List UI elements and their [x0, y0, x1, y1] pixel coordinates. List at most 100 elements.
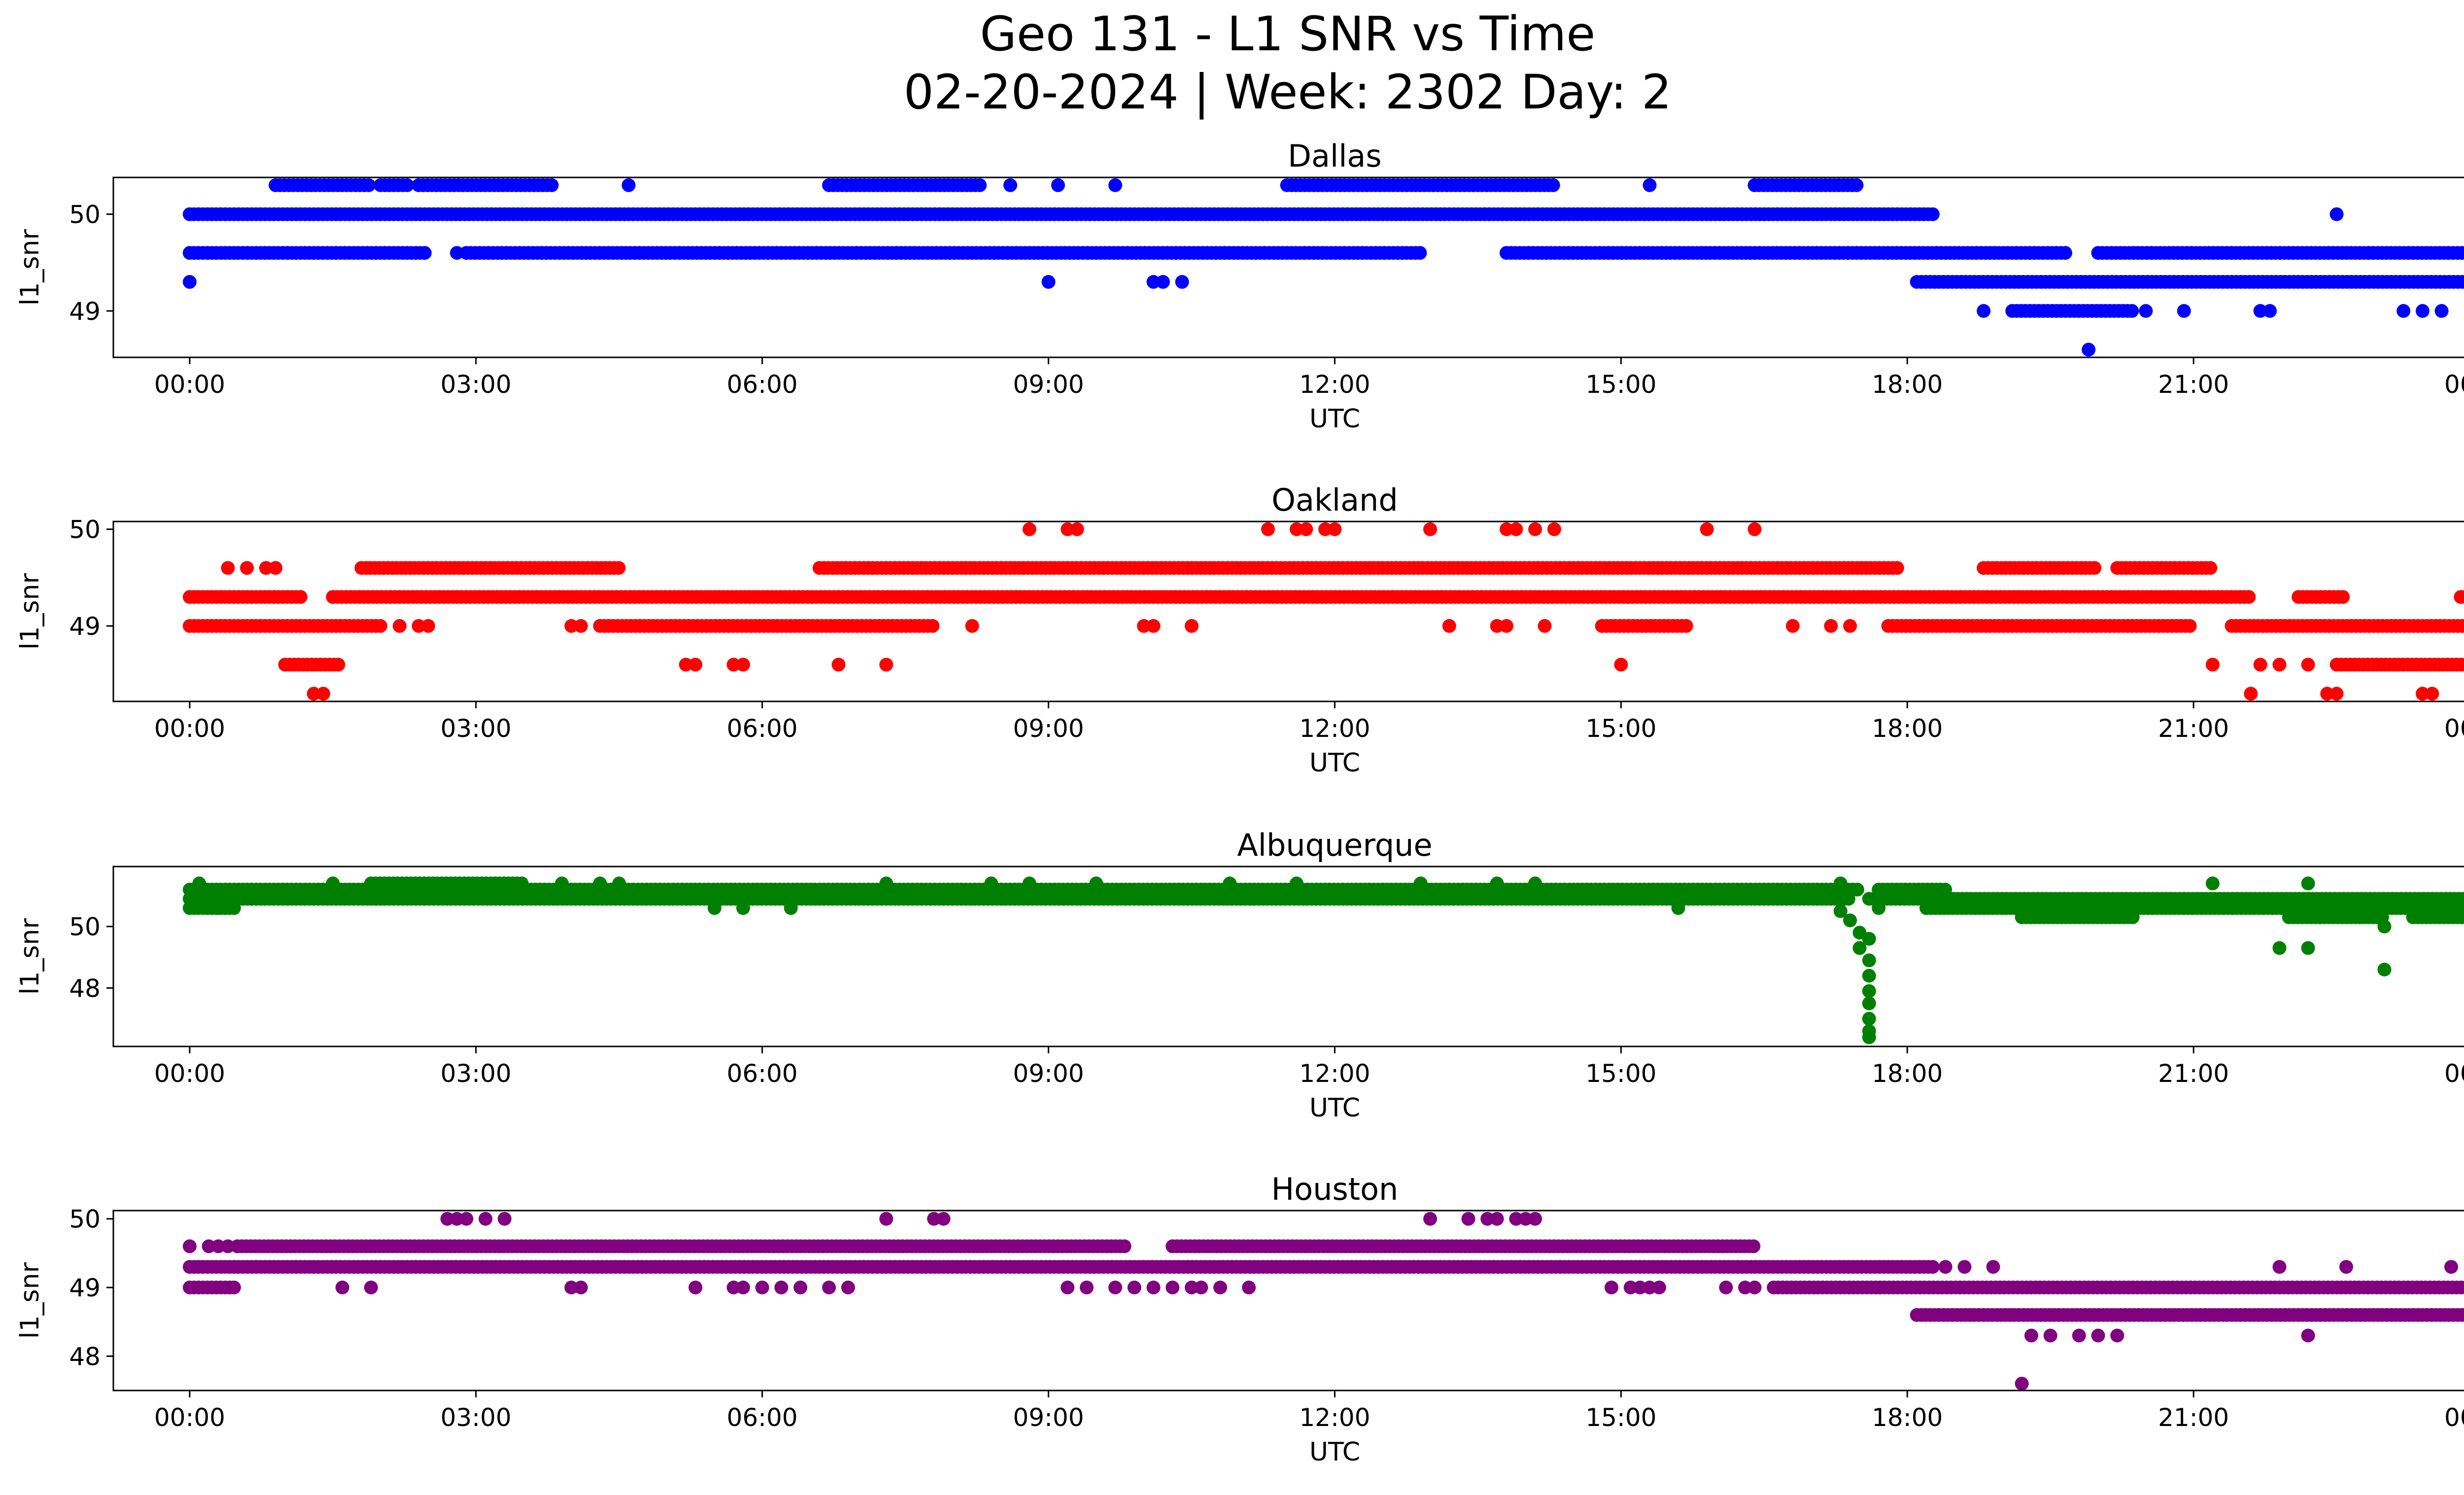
data-point [2301, 941, 2315, 955]
scatter-points [182, 1212, 2464, 1391]
data-point [936, 1212, 951, 1226]
x-tick-label: 12:00 [1299, 1403, 1370, 1432]
data-point [688, 658, 703, 672]
data-point [545, 178, 559, 192]
data-point [1862, 969, 1876, 983]
data-point [364, 1281, 378, 1294]
data-point [2253, 304, 2267, 318]
data-point [1747, 522, 1762, 536]
data-point [1442, 619, 1456, 633]
data-point [925, 619, 940, 633]
data-point [182, 275, 197, 289]
data-point [1538, 619, 1552, 633]
data-point [1841, 892, 1855, 906]
data-point [1194, 1281, 1208, 1294]
data-point [2460, 620, 2464, 632]
data-point [1518, 1212, 1533, 1226]
x-tick-label: 09:00 [1013, 1059, 1084, 1088]
data-point [1146, 275, 1161, 289]
data-point [221, 561, 235, 575]
figure-title-line2: 02-20-2024 | Week: 2302 Day: 2 [904, 65, 1672, 120]
data-point [707, 901, 721, 915]
data-point [784, 901, 798, 915]
data-point [1108, 178, 1123, 192]
data-point [1824, 619, 1838, 633]
data-point [335, 1281, 349, 1294]
data-point [2177, 304, 2191, 318]
data-point [1633, 1281, 1647, 1294]
x-tick-label: 15:00 [1585, 714, 1656, 743]
data-point [574, 1281, 588, 1294]
data-point [736, 658, 750, 672]
data-point [1679, 619, 1693, 633]
data-point [1862, 996, 1876, 1010]
data-point [1223, 876, 1237, 891]
x-axis-label: UTC [1309, 1093, 1360, 1123]
data-point [1490, 1212, 1504, 1226]
y-tick-label: 48 [69, 1342, 101, 1371]
y-tick-label: 49 [69, 1274, 101, 1302]
data-point [1977, 304, 1991, 318]
data-point [182, 1239, 197, 1253]
data-point [1671, 901, 1685, 915]
data-point [1423, 522, 1437, 536]
data-point [2377, 919, 2392, 934]
data-point [973, 178, 987, 192]
x-tick-label: 00:00 [154, 370, 225, 399]
y-tick-label: 48 [69, 974, 101, 1003]
data-point [2082, 343, 2096, 357]
x-tick-label: 21:00 [2158, 370, 2229, 399]
data-point [1061, 1281, 1075, 1294]
data-point [1652, 1281, 1666, 1294]
data-point [1061, 522, 1075, 536]
data-point [1833, 904, 1848, 918]
data-point [1318, 522, 1333, 536]
data-point [1528, 1212, 1542, 1226]
data-point [574, 619, 588, 633]
data-point [1849, 178, 1864, 192]
data-point [1261, 522, 1275, 536]
data-point [1986, 1260, 2000, 1274]
data-point [564, 619, 579, 633]
subplot-title: Albuquerque [1237, 827, 1432, 863]
data-point [293, 590, 308, 604]
x-tick-label: 15:00 [1585, 1059, 1656, 1088]
data-point [497, 1212, 512, 1226]
x-tick-label: 21:00 [2158, 1059, 2229, 1088]
data-point [2425, 687, 2439, 701]
x-axis-label: UTC [1309, 404, 1360, 434]
data-point [2183, 619, 2197, 633]
data-point [1500, 522, 1513, 536]
data-point [2091, 1328, 2105, 1343]
x-tick-label: 06:00 [727, 1059, 798, 1088]
data-point [736, 901, 750, 915]
data-point [1785, 619, 1800, 633]
data-point [2263, 304, 2277, 318]
x-tick-label: 03:00 [441, 714, 512, 743]
data-point [440, 1212, 454, 1226]
data-point [450, 246, 464, 260]
y-tick-label: 50 [69, 913, 101, 941]
x-tick-label: 03:00 [441, 370, 512, 399]
data-point [1509, 1212, 1523, 1226]
data-point [2444, 1260, 2458, 1274]
data-point [1290, 522, 1303, 536]
data-point [1528, 876, 1542, 891]
data-point [1051, 178, 1065, 192]
data-point [1852, 941, 1867, 955]
data-point [2244, 687, 2258, 701]
x-tick-label: 00:00 [2444, 1059, 2464, 1088]
x-tick-label: 09:00 [1013, 1403, 1084, 1432]
data-point [831, 658, 846, 672]
data-point [2301, 1328, 2315, 1343]
x-tick-label: 15:00 [1585, 1403, 1656, 1432]
data-point [331, 658, 345, 672]
data-point [2024, 1328, 2038, 1343]
data-point [1547, 522, 1561, 536]
data-point [2301, 658, 2315, 672]
data-point [1185, 619, 1199, 633]
data-point [1213, 1281, 1228, 1294]
y-axis-label: l1_snr [15, 1262, 45, 1339]
